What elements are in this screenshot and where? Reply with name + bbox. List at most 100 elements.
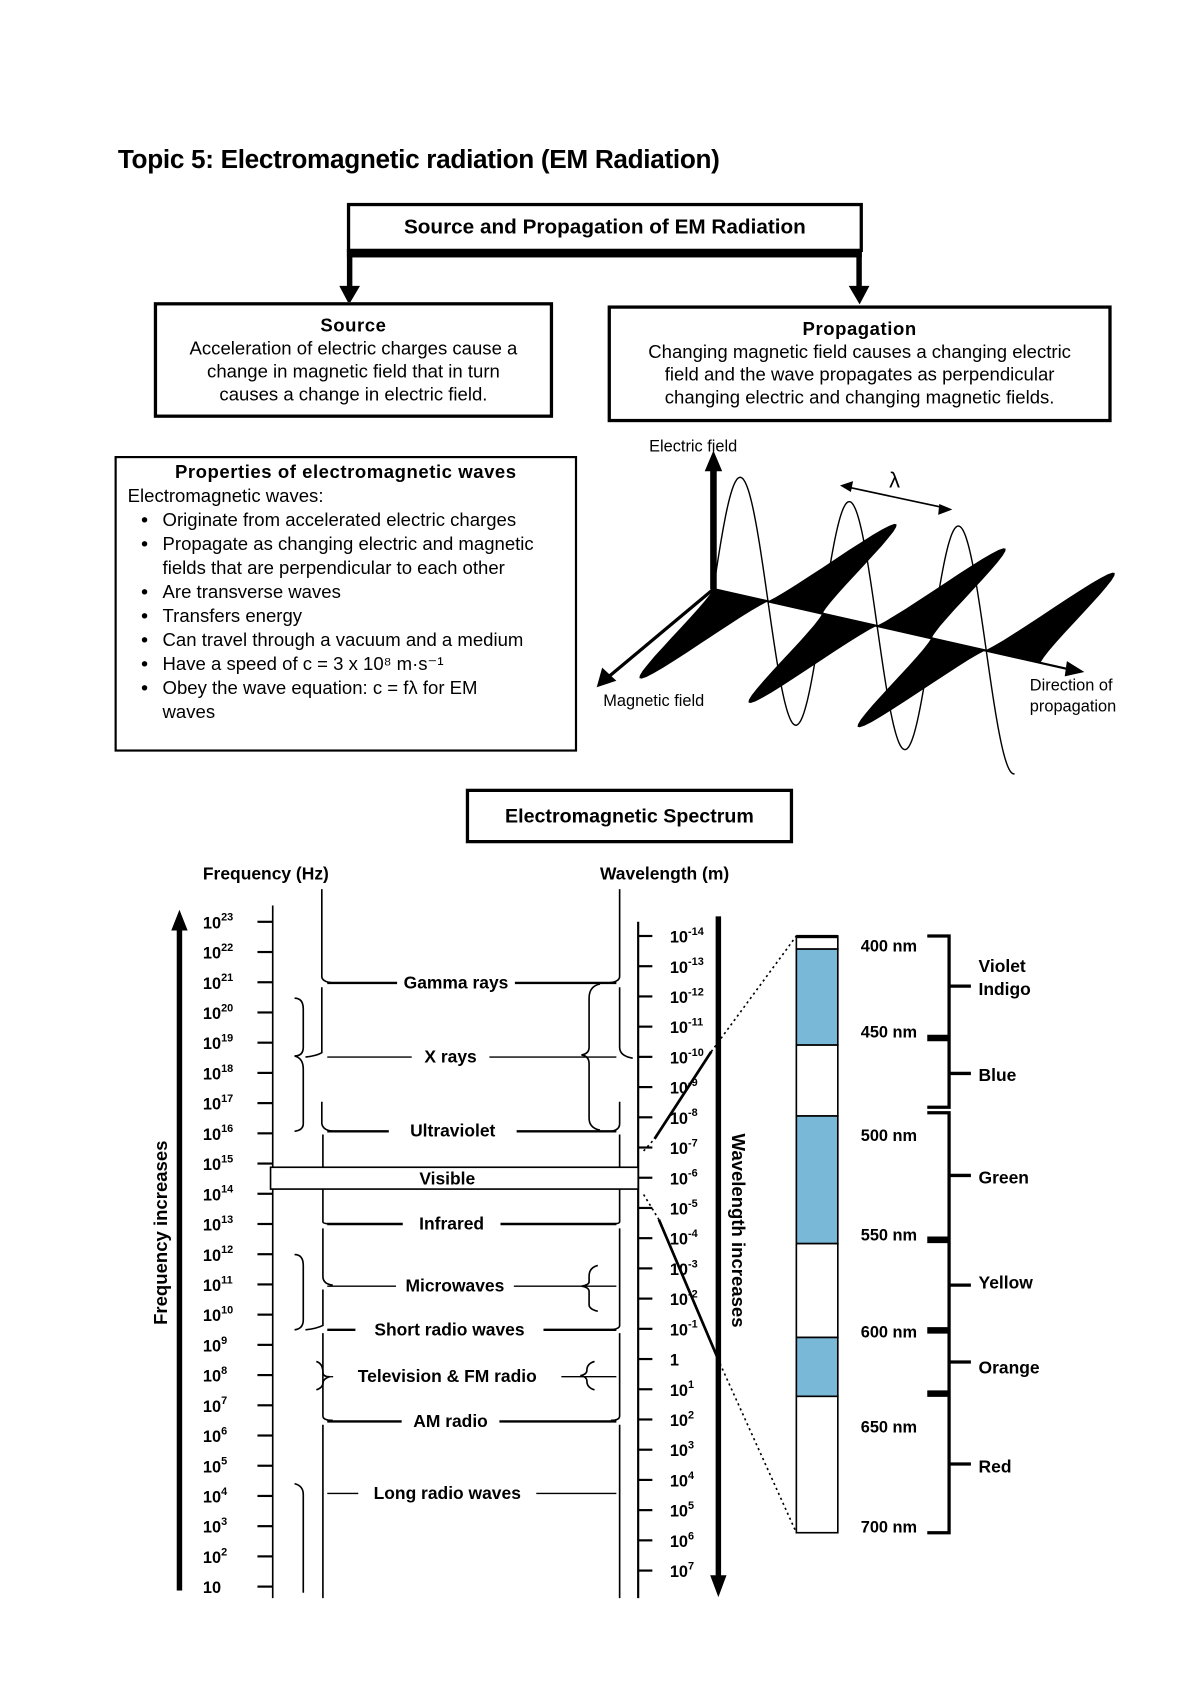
frequency-tick-label: 1011 [203, 1274, 233, 1295]
magnetic-field-label: Magnetic field [603, 692, 704, 710]
frequency-tick-label: 1015 [203, 1153, 233, 1174]
color-label: Blue [979, 1065, 1017, 1085]
wavelength-tick-label: 10-4 [670, 1228, 698, 1249]
nm-label: 500 nm [861, 1127, 917, 1145]
propagation-box: Propagation Changing magnetic field caus… [607, 305, 1112, 423]
magnetic-lobe [857, 637, 987, 728]
wavelength-tick-label: 10-12 [670, 986, 704, 1007]
left-brace [305, 889, 333, 1599]
nm-label: 700 nm [861, 1519, 917, 1537]
visible-color-bar [795, 934, 839, 1534]
arrow-up-icon [171, 909, 188, 931]
color-bar-white-segment [795, 1044, 839, 1117]
band-label: Short radio waves [374, 1319, 524, 1339]
wavelength-tick-label: 10-10 [670, 1047, 704, 1068]
wavelength-tick-label: 1 [670, 1352, 679, 1370]
page-title: Topic 5: Electromagnetic radiation (EM R… [117, 145, 720, 175]
list-item: Are transverse waves [160, 580, 564, 604]
em-wave-diagram: λ Electric field Magnetic field Directio… [596, 438, 1116, 775]
frequency-increases-label: Frequency increases [150, 1141, 171, 1325]
propagation-axis [713, 588, 1072, 671]
color-labels: Violet Indigo Blue Green Yellow Orange Red [979, 956, 1040, 1477]
frequency-tick-label: 1012 [203, 1244, 233, 1265]
wavelength-tick-label: 10-5 [670, 1198, 698, 1219]
list-item: Originate from accelerated electric char… [160, 508, 564, 532]
properties-list: Originate from accelerated electric char… [128, 508, 564, 724]
electric-axis [710, 466, 717, 590]
arrow-right-icon [938, 503, 953, 515]
color-label: Indigo [979, 979, 1031, 999]
color-label: Violet [979, 956, 1026, 976]
frequency-tick-label: 1014 [203, 1184, 233, 1205]
spectrum-diagram: Frequency (Hz) Wavelength (m) Frequency … [150, 863, 1040, 1599]
spectrum-title: Electromagnetic Spectrum [505, 805, 754, 827]
frequency-tick-label: 1019 [203, 1033, 233, 1054]
frequency-axis-label: Frequency (Hz) [203, 863, 329, 883]
frequency-tick-label: 1017 [203, 1093, 233, 1114]
wavelength-tick-label: 10-13 [670, 956, 704, 977]
connector-bar [346, 248, 862, 258]
wavelength-tick-label: 10-14 [670, 926, 704, 947]
list-item: Have a speed of c = 3 x 10⁸ m·s⁻¹ [160, 652, 564, 676]
band-label: Television & FM radio [358, 1366, 537, 1386]
magnetic-arrow-icon [596, 667, 617, 688]
arrow-down-icon [339, 285, 360, 305]
arrow-down-icon [848, 285, 870, 305]
properties-heading: Properties of electromagnetic waves [174, 461, 517, 483]
direction-label: propagation [1030, 697, 1116, 715]
band-label: Ultraviolet [410, 1121, 495, 1141]
color-label: Orange [979, 1357, 1040, 1377]
frequency-ticks: 1023 1022 1021 1020 1019 1018 1017 1016 1015 1014… [203, 912, 273, 1597]
propagation-line: changing electric and changing magnetic … [664, 387, 1055, 408]
wavelength-arrow [715, 916, 722, 1578]
magnetic-lobe [639, 589, 768, 679]
nm-label: 400 nm [861, 937, 917, 955]
source-heading: Source [320, 315, 387, 336]
nm-label: 450 nm [861, 1023, 917, 1041]
source-line: change in magnetic field that in turn [207, 361, 500, 382]
wavelength-tick-label: 104 [670, 1470, 694, 1491]
frequency-tick-label: 1013 [203, 1214, 233, 1235]
direction-label: Direction of [1030, 677, 1113, 695]
frequency-tick-label: 1020 [203, 1002, 233, 1023]
arrow-down-icon [710, 1575, 727, 1598]
wavelength-tick-label: 10-6 [670, 1168, 698, 1189]
wavelength-increases-label: Wavelength increases [728, 1134, 749, 1328]
wavelength-tick-label: 10-11 [670, 1017, 703, 1038]
wavelength-ticks: 10-1410-1310-1210-1110-1010-910-810-710-… [638, 926, 704, 1581]
color-bar-top [796, 934, 838, 939]
frequency-tick-label: 103 [203, 1516, 227, 1537]
nm-labels: 400 nm 450 nm 500 nm 550 nm 600 nm 650 nm 700 … [861, 937, 917, 1536]
color-label: Yellow [979, 1272, 1034, 1292]
frequency-tick-label: 102 [203, 1546, 227, 1567]
connector-left [346, 248, 353, 291]
list-item: Can travel through a vacuum and a medium [160, 628, 564, 652]
band-label: Microwaves [405, 1276, 504, 1296]
root-box: Source and Propagation of EM Radiation [346, 202, 863, 252]
zoom-line-top [653, 1050, 713, 1140]
frequency-tick-label: 1023 [203, 912, 233, 933]
frequency-tick-label: 10 [203, 1579, 221, 1597]
electric-field-wave [712, 476, 1015, 775]
zoom-line-bottom-dotted [719, 1363, 798, 1534]
propagation-line: field and the wave propagates as perpend… [664, 364, 1055, 386]
root-title: Source and Propagation of EM Radiation [403, 215, 806, 239]
magnetic-axis [605, 587, 715, 680]
electric-arrow-icon [704, 450, 723, 472]
wavelength-tick-label: 10-1 [670, 1319, 698, 1340]
propagation-arrow-icon [1064, 661, 1085, 677]
nm-label: 600 nm [861, 1323, 917, 1341]
nm-label: 550 nm [861, 1226, 917, 1244]
properties-intro: Electromagnetic waves: [127, 485, 324, 507]
properties-box: Properties of electromagnetic waves Elec… [114, 455, 578, 752]
color-bar-white-segment [795, 1395, 839, 1534]
propagation-heading: Propagation [802, 318, 917, 340]
electric-field-label: Electric field [649, 438, 737, 456]
list-item: Obey the wave equation: c = fλ for EM wa… [160, 676, 564, 724]
spectrum-bands: Gamma rays X rays Ultraviolet Visible Infrar… [327, 972, 617, 1503]
frequency-tick-label: 105 [203, 1456, 227, 1477]
source-line: Acceleration of electric charges cause a [189, 338, 518, 359]
list-item: Propagate as changing electric and magne… [160, 532, 564, 580]
wavelength-tick-label: 101 [670, 1379, 694, 1400]
magnetic-lobe [877, 548, 1006, 638]
